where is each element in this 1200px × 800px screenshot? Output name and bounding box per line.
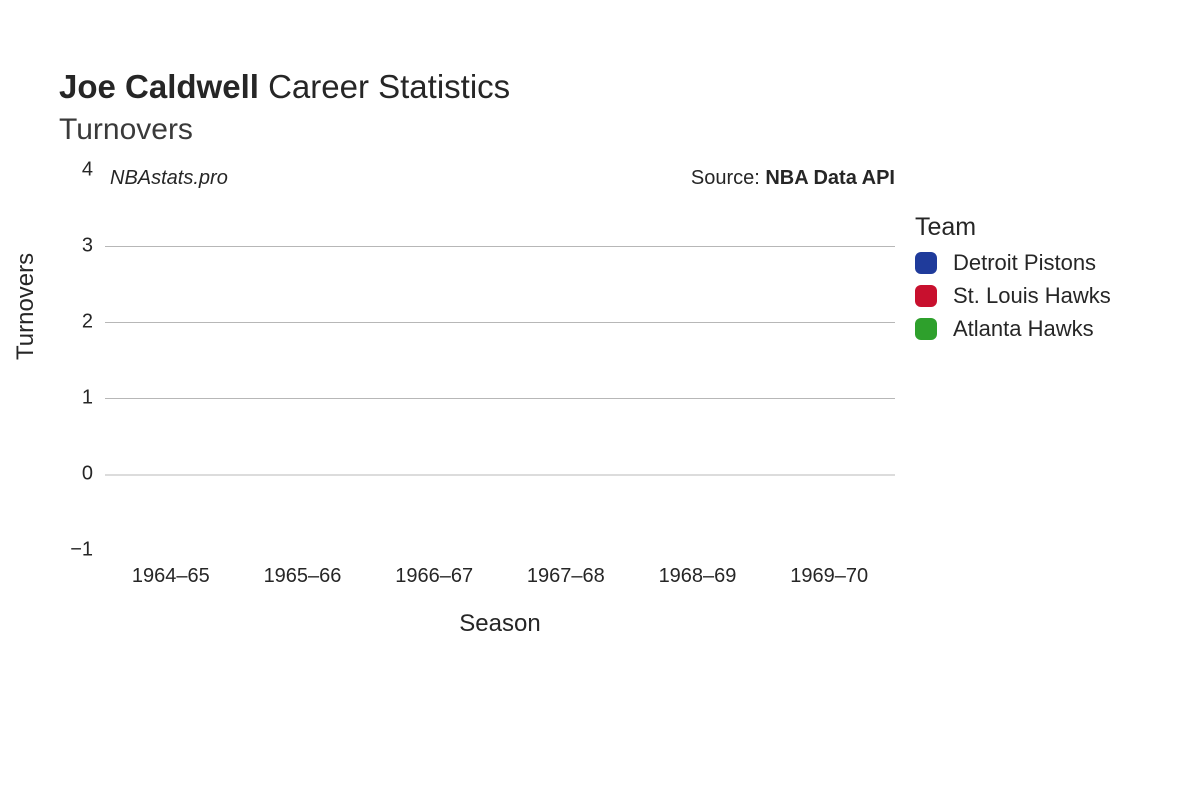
y-tick-label: 4 xyxy=(53,159,93,182)
legend-label: St. Louis Hawks xyxy=(953,283,1111,309)
y-tick-label: 3 xyxy=(53,235,93,258)
gridline xyxy=(105,322,895,323)
x-tick-label: 1966–67 xyxy=(395,565,473,588)
legend-item: Atlanta Hawks xyxy=(915,316,1111,342)
y-tick-label: 2 xyxy=(53,311,93,334)
legend-title: Team xyxy=(915,213,1111,242)
chart-container: Joe Caldwell Career Statistics Turnovers… xyxy=(0,0,1200,800)
x-tick-label: 1964–65 xyxy=(132,565,210,588)
x-tick-label: 1965–66 xyxy=(264,565,342,588)
legend-label: Detroit Pistons xyxy=(953,250,1096,276)
gridline xyxy=(105,246,895,247)
player-name: Joe Caldwell xyxy=(59,68,259,105)
x-tick-label: 1969–70 xyxy=(790,565,868,588)
chart-title: Joe Caldwell Career Statistics xyxy=(59,68,510,106)
y-tick-label: 1 xyxy=(53,387,93,410)
y-axis-label: Turnovers xyxy=(12,253,40,360)
legend: Team Detroit Pistons St. Louis Hawks Atlan… xyxy=(915,213,1111,349)
x-tick-label: 1967–68 xyxy=(527,565,605,588)
y-tick-label: 0 xyxy=(53,463,93,486)
legend-swatch xyxy=(915,285,937,307)
y-tick-label: −1 xyxy=(53,539,93,562)
legend-swatch xyxy=(915,318,937,340)
legend-swatch xyxy=(915,252,937,274)
legend-items: Detroit Pistons St. Louis Hawks Atlanta Ha… xyxy=(915,250,1111,342)
title-suffix: Career Statistics xyxy=(259,68,510,105)
x-tick-label: 1968–69 xyxy=(659,565,737,588)
legend-item: St. Louis Hawks xyxy=(915,283,1111,309)
legend-label: Atlanta Hawks xyxy=(953,316,1094,342)
x-axis-label: Season xyxy=(105,610,895,638)
gridline xyxy=(105,474,895,476)
plot-area: −1012341964–651965–661966–671967–681968–… xyxy=(105,170,895,550)
legend-item: Detroit Pistons xyxy=(915,250,1111,276)
gridline xyxy=(105,398,895,399)
chart-subtitle: Turnovers xyxy=(59,113,193,147)
